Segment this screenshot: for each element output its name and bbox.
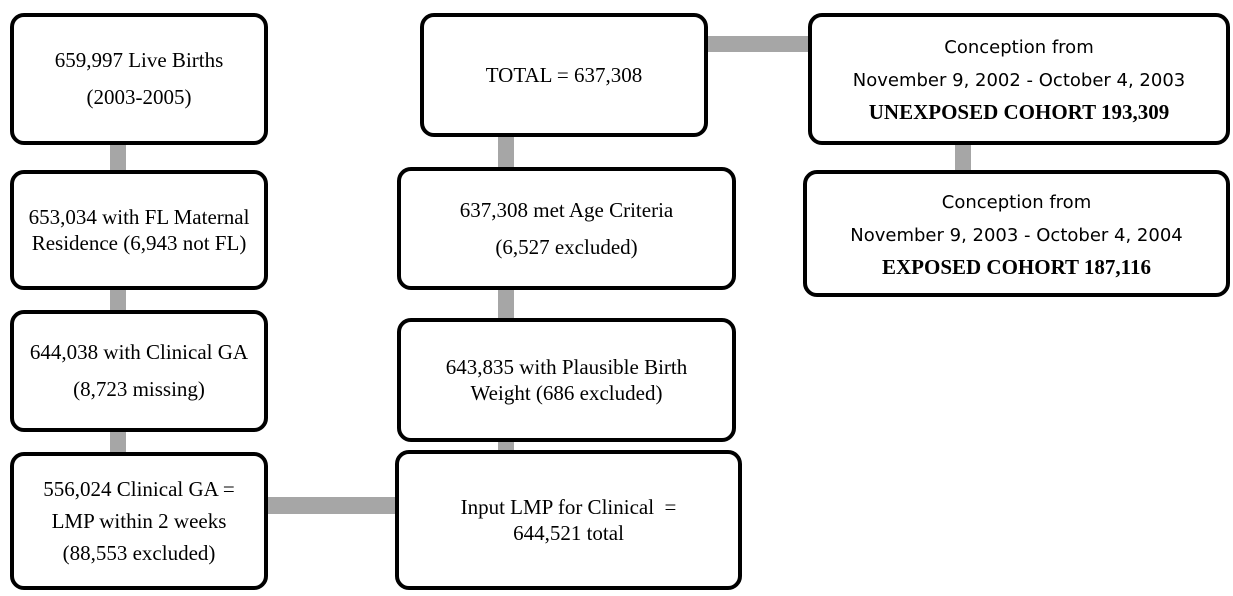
box-text: (2003-2005) (86, 85, 192, 109)
connector (955, 143, 971, 173)
box-text: TOTAL = 637,308 (485, 62, 643, 87)
flow-box: Conception from November 9, 2002 - Octob… (808, 13, 1230, 145)
box-text: Conception from (941, 191, 1092, 213)
flow-box: 556,024 Clinical GA = LMP within 2 weeks… (10, 452, 268, 590)
box-text: UNEXPOSED COHORT 193,309 (868, 100, 1170, 124)
box-text: Weight (686 excluded) (470, 381, 663, 405)
box-text: 556,024 Clinical GA = (43, 477, 235, 501)
connector (110, 430, 126, 455)
box-text: 659,997 Live Births (54, 48, 224, 72)
flow-box: Input LMP for Clinical = 644,521 total (395, 450, 742, 590)
box-text: November 9, 2002 - October 4, 2003 (852, 70, 1186, 91)
flow-box: Conception from November 9, 2003 - Octob… (803, 170, 1230, 297)
box-text: 643,835 with Plausible Birth (445, 355, 688, 379)
box-text: (88,553 excluded) (62, 541, 216, 565)
box-text: Residence (6,943 not FL) (31, 231, 247, 255)
flow-box: 644,038 with Clinical GA (8,723 missing) (10, 310, 268, 432)
box-text: 644,038 with Clinical GA (29, 340, 249, 364)
flow-box: 637,308 met Age Criteria (6,527 excluded… (397, 167, 736, 290)
connector (110, 288, 126, 313)
connector (266, 497, 397, 514)
box-text: (6,527 excluded) (495, 234, 638, 259)
connector (498, 135, 514, 170)
flow-box: 653,034 with FL Maternal Residence (6,94… (10, 170, 268, 290)
box-text: (8,723 missing) (73, 377, 205, 401)
box-text: EXPOSED COHORT 187,116 (881, 254, 1151, 279)
flow-box: TOTAL = 637,308 (420, 13, 708, 137)
connector (110, 143, 126, 173)
connector (498, 288, 514, 321)
box-text: November 9, 2003 - October 4, 2004 (850, 224, 1183, 246)
flow-box: 643,835 with Plausible Birth Weight (686… (397, 318, 736, 442)
box-text: Conception from (944, 37, 1094, 58)
box-text: Input LMP for Clinical = (460, 495, 677, 519)
box-text: LMP within 2 weeks (51, 509, 227, 533)
box-text: 637,308 met Age Criteria (459, 197, 674, 222)
box-text: 644,521 total (513, 521, 624, 545)
box-text: 653,034 with FL Maternal (28, 205, 250, 229)
flow-box: 659,997 Live Births (2003-2005) (10, 13, 268, 145)
connector (706, 36, 810, 52)
connector (498, 440, 514, 453)
